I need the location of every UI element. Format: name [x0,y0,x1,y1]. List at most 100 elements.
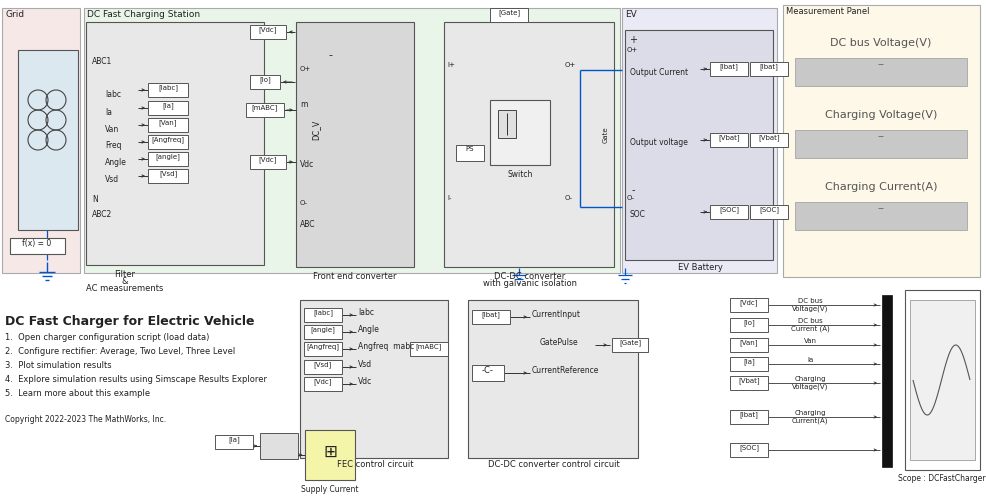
Text: Filter: Filter [114,270,135,279]
Text: O+: O+ [300,66,312,72]
Text: Iabc: Iabc [105,90,121,99]
Text: --: -- [878,59,884,69]
Text: Angle: Angle [105,158,127,167]
Text: CurrentReference: CurrentReference [532,366,599,375]
Text: m: m [300,100,308,109]
Text: [Gate]: [Gate] [498,9,520,16]
Bar [215,435,253,449]
Text: [Vsd]: [Vsd] [314,361,332,368]
Text: O+: O+ [565,62,576,68]
Bar [148,101,188,115]
Text: [Van]: [Van] [159,119,177,126]
Bar [444,22,614,267]
Text: -C-: -C- [482,366,494,375]
Bar [730,376,768,390]
Text: [Van]: [Van] [740,339,758,346]
Text: [angle]: [angle] [156,153,180,160]
Text: PS: PS [465,146,474,152]
Text: DC_V: DC_V [312,120,320,140]
Text: DC bus
Current (A): DC bus Current (A) [791,318,829,332]
Text: O-: O- [627,195,635,201]
Text: Charging Voltage(V): Charging Voltage(V) [825,110,937,120]
Text: ABC: ABC [300,220,316,229]
Text: DC Fast Charging Station: DC Fast Charging Station [87,10,200,19]
Text: O-: O- [565,195,573,201]
Text: [Vsd]: [Vsd] [159,170,177,177]
Text: Measurement Panel: Measurement Panel [786,7,870,16]
Text: [Vbat]: [Vbat] [758,134,780,141]
Text: Supply Current: Supply Current [302,485,359,494]
Bar [410,342,448,356]
Bar [795,58,967,86]
Text: Charging
Current(A): Charging Current(A) [792,410,828,423]
Bar [730,318,768,332]
Text: 4.  Explore simulation results using Simscape Results Explorer: 4. Explore simulation results using Sims… [5,375,267,384]
Text: Vsd: Vsd [358,360,372,369]
Bar [472,310,510,324]
Text: [Io]: [Io] [743,319,755,326]
Text: DC bus
Voltage(V): DC bus Voltage(V) [792,298,828,312]
Bar [490,8,528,22]
Bar [730,357,768,371]
Text: ⊞: ⊞ [323,443,337,461]
Text: [Ibat]: [Ibat] [759,63,778,70]
Text: [Vdc]: [Vdc] [314,378,332,385]
Bar [296,22,414,267]
Text: Angle: Angle [358,325,380,334]
Bar [795,202,967,230]
Text: [Ibat]: [Ibat] [481,311,501,318]
Bar [730,298,768,312]
Bar [304,342,342,356]
Text: [Vdc]: [Vdc] [258,156,277,163]
Bar [304,325,342,339]
Text: &: & [121,277,128,286]
Text: [Vbat]: [Vbat] [718,134,740,141]
Bar [84,8,620,273]
Text: 2.  Configure rectifier: Average, Two Level, Three Level: 2. Configure rectifier: Average, Two Lev… [5,347,236,356]
Text: [Angfreq]: [Angfreq] [307,343,339,350]
Text: O-: O- [300,200,308,206]
Text: [Iabc]: [Iabc] [158,84,178,91]
Text: Charging
Voltage(V): Charging Voltage(V) [792,376,828,389]
Text: AC measurements: AC measurements [87,284,164,293]
Bar [304,360,342,374]
Text: Output voltage: Output voltage [630,138,688,147]
Bar [795,130,967,158]
Text: [Ia]: [Ia] [228,436,240,443]
Text: EV Battery: EV Battery [677,263,723,272]
Text: --: -- [878,131,884,141]
Text: [Ia]: [Ia] [162,102,174,109]
Bar [250,25,286,39]
Text: -: - [328,50,332,60]
Text: [Vdc]: [Vdc] [258,26,277,33]
Text: [mABC]: [mABC] [416,343,442,350]
Bar [86,22,264,265]
Text: [SOC]: [SOC] [739,444,759,451]
Bar [612,338,648,352]
Text: 3.  Plot simulation results: 3. Plot simulation results [5,361,111,370]
Bar [250,75,280,89]
Bar [710,62,748,76]
Bar [246,103,284,117]
Bar [468,300,638,458]
Text: DC bus Voltage(V): DC bus Voltage(V) [830,38,932,48]
Text: Switch: Switch [508,170,532,179]
Text: f(x) = 0: f(x) = 0 [23,239,51,248]
Bar [304,377,342,391]
Text: DC Fast Charger for Electric Vehicle: DC Fast Charger for Electric Vehicle [5,315,254,328]
Bar [300,300,448,458]
Bar [730,410,768,424]
Bar [2,8,80,273]
Text: 1.  Open charger configuration script (load data): 1. Open charger configuration script (lo… [5,333,209,342]
Bar [148,169,188,183]
Text: Charging Current(A): Charging Current(A) [824,182,938,192]
Bar [910,300,975,460]
Text: Angfreq  mabc: Angfreq mabc [358,342,414,351]
Text: GatePulse: GatePulse [540,338,579,347]
Text: ABC1: ABC1 [92,57,112,66]
Bar [148,152,188,166]
Text: Copyright 2022-2023 The MathWorks, Inc.: Copyright 2022-2023 The MathWorks, Inc. [5,415,166,424]
Text: Grid: Grid [5,10,24,19]
Bar [250,155,286,169]
Text: EV: EV [625,10,637,19]
